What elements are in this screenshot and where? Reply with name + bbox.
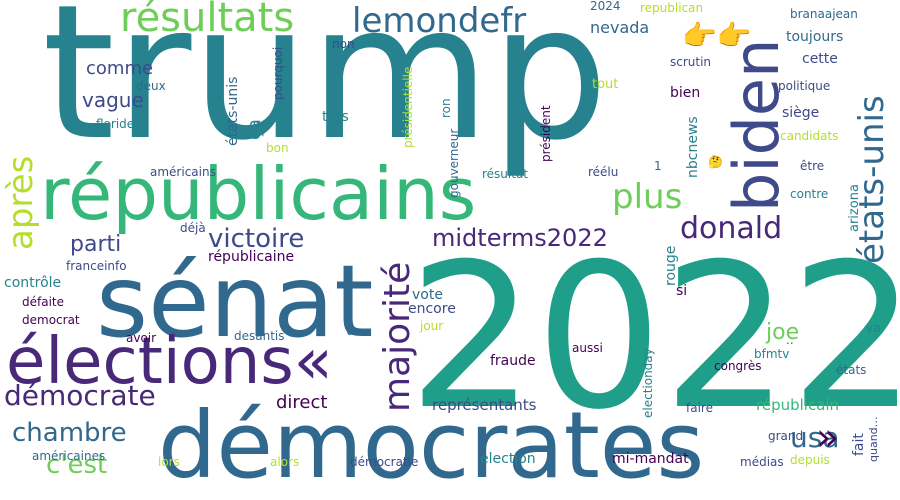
word-americaines: américaines <box>32 449 106 463</box>
word-vague: vague <box>82 88 144 112</box>
word-si: si <box>676 283 688 299</box>
word-nbcnews: nbcnews <box>685 116 701 178</box>
word-siege: siège <box>782 105 820 121</box>
word-va: va <box>866 321 881 335</box>
word-republicaine: républicaine <box>208 249 295 265</box>
word-presidentielle: présidentielle <box>401 66 415 148</box>
word-resultat: résultat <box>482 167 529 181</box>
word-avoir: avoir <box>126 331 157 345</box>
word-emoji-pointing: 👉👉 <box>682 19 752 52</box>
word-arizona: arizona <box>847 184 862 232</box>
word-democrate: démocrate <box>4 379 156 412</box>
word-tres: très <box>322 109 349 125</box>
word-senat: sénat <box>96 243 374 360</box>
word-depuis: depuis <box>790 453 830 467</box>
word-candidats: candidats <box>780 129 839 143</box>
word-scrutin: scrutin <box>670 55 712 69</box>
word-quand: quand… <box>867 416 880 462</box>
word-etats-unis-large: états-unis <box>852 95 892 264</box>
word-defaite: défaite <box>22 295 64 309</box>
word-2022: 2022 <box>408 221 900 454</box>
word-tout: tout <box>592 77 619 92</box>
word-rouge: rouge <box>663 245 679 286</box>
word-electionday: electionday <box>641 348 655 418</box>
word-resultats: résultats <box>120 0 295 41</box>
word-congres: congrès <box>714 359 762 373</box>
word-faire: faire <box>686 401 713 415</box>
word-cest: c'est <box>46 450 108 480</box>
word-1: 1 <box>654 159 662 173</box>
word-democrates: démocrates <box>158 392 705 499</box>
word-2024: 2024 <box>590 0 621 13</box>
word-comme: comme <box>86 58 154 79</box>
word-etats-unis-small: états-unis <box>225 76 241 146</box>
word-bfmtv: bfmtv <box>754 347 790 361</box>
word-non: non <box>332 37 355 51</box>
word-deja: déjà <box>180 221 206 235</box>
word-trump: trump <box>42 0 609 181</box>
word-branaajean: branaajean <box>790 7 858 21</box>
word-alors: alors <box>270 455 300 469</box>
word-joe: joe <box>766 320 800 345</box>
word-vote: vote <box>412 287 443 303</box>
word-mi-mandat: mi-mandat <box>612 451 689 467</box>
word-midterms2022: midterms2022 <box>432 224 608 252</box>
word-bon: bon <box>266 141 289 155</box>
word-representants: représentants <box>432 396 537 414</box>
word-jour: jour <box>420 319 444 333</box>
word-fait: fait <box>851 433 867 456</box>
word-parti: parti <box>70 232 122 257</box>
word-fraude: fraude <box>490 353 536 369</box>
word-lors: lors <box>158 455 180 469</box>
word-nevada: nevada <box>590 18 650 37</box>
word-thinking-emoji: 🤔 <box>708 155 723 169</box>
word-medias: médias <box>740 455 784 469</box>
word-president: président <box>539 105 553 162</box>
word-franceinfo: franceinfo <box>66 259 127 273</box>
word-americains: américains <box>150 165 216 179</box>
word-etre: être <box>800 159 825 173</box>
word-floride: floride <box>96 117 135 131</box>
word-republicains: républicains <box>40 152 477 236</box>
word-usa: usa <box>790 421 840 454</box>
word-donald: donald <box>680 211 783 246</box>
word-ron: ron <box>439 98 453 118</box>
word-republicain: républicain <box>756 396 840 414</box>
word-direct: direct <box>276 392 328 413</box>
word-grand: grand <box>768 429 804 443</box>
word-encore: encore <box>408 301 456 317</box>
word-lemondefr: lemondefr <box>352 1 527 41</box>
word-apres: après <box>1 155 41 250</box>
word-republican: republican <box>640 1 704 15</box>
word-u: u <box>346 323 355 339</box>
word-cette: cette <box>802 51 838 67</box>
word-majorite: majorité <box>377 261 418 412</box>
word-deux: deux <box>136 79 166 93</box>
word-reelu: réélu <box>588 165 619 179</box>
word-election: election <box>480 451 536 467</box>
word-pourquoi: pourquoi <box>271 46 285 100</box>
word-ca: ça <box>244 119 265 140</box>
word-guillemet: » <box>816 415 840 459</box>
word-elections: élections« <box>6 325 333 399</box>
word-toujours: toujours <box>786 29 844 45</box>
word-chambre: chambre <box>12 418 127 448</box>
word-victoire: victoire <box>208 224 305 254</box>
word-aussi: aussi <box>572 341 603 355</box>
word-democrat: democrat <box>22 313 80 327</box>
word-democratie: démocratie <box>350 455 419 469</box>
word-politique: politique <box>778 79 831 93</box>
word-etats: états <box>836 363 867 377</box>
word-bien: bien <box>670 85 701 101</box>
word-biden: biden <box>720 38 793 212</box>
word-desantis: desantis <box>234 329 285 343</box>
word-gouverneur: gouverneur <box>447 128 461 198</box>
word-contre: contre <box>790 187 829 201</box>
word-dots: .. <box>786 333 794 347</box>
word-plus: plus <box>612 177 683 217</box>
word-controle: contrôle <box>4 275 62 291</box>
